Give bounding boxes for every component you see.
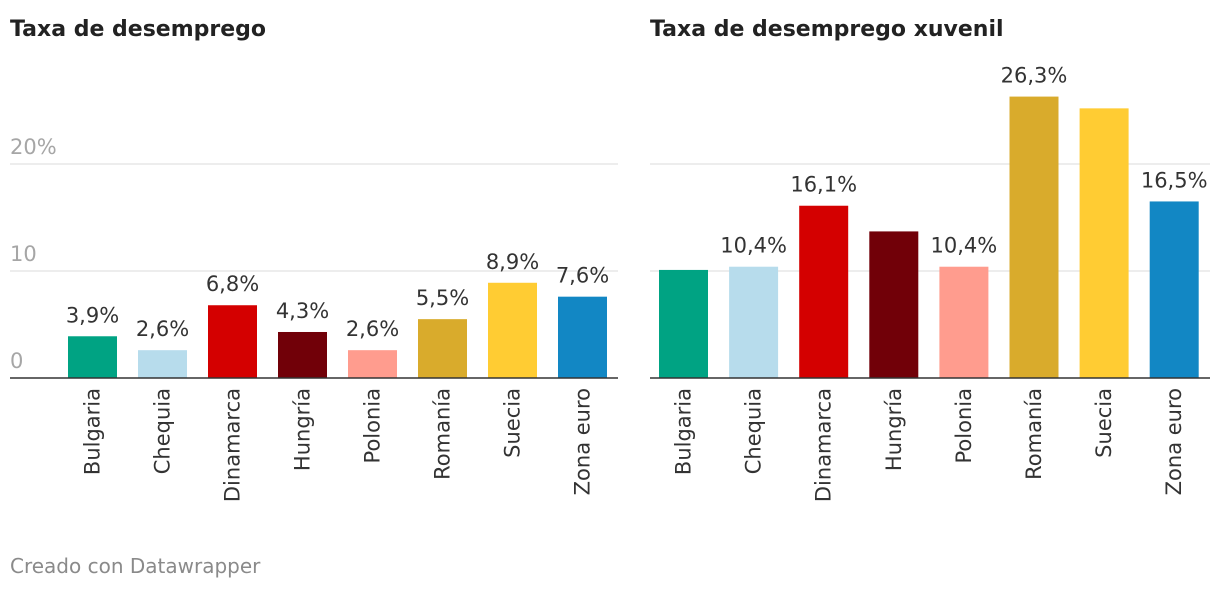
chart2-bar [869,231,919,378]
chart1-value-label: 6,8% [206,272,259,296]
chart2-category-label: Chequia [742,388,766,474]
chart2-value-label: 10,4% [720,234,787,258]
chart2-bar [939,266,989,378]
chart2-value-label: 10,4% [931,234,998,258]
chart2-bar [799,205,849,378]
chart2-bar [659,269,708,378]
chart2-category-label: Polonia [952,388,976,463]
chart1-category-label: Suecia [501,388,525,458]
chart1-bar [278,331,327,378]
chart1-value-label: 8,9% [486,250,539,274]
chart1-value-label: 2,6% [346,317,399,341]
chart1-ytick-label: 0 [10,349,23,373]
chart2-category-label: Dinamarca [812,388,836,502]
chart1-value-label: 2,6% [136,317,189,341]
chart2-value-label: 16,5% [1141,168,1208,192]
chart1-category-label: Dinamarca [221,388,245,502]
chart2-bar [1079,108,1129,379]
chart1-bar [558,296,607,378]
chart2-category-label: Zona euro [1162,388,1186,495]
chart1-category-label: Hungría [291,388,315,471]
chart1-bar [418,319,467,378]
chart2-value-label: 16,1% [790,173,857,197]
chart1-category-label: Chequia [151,388,175,474]
chart1-category-label: Romanía [431,388,455,480]
chart2-category-label: Hungría [882,388,906,471]
chart1-category-label: Zona euro [571,388,595,495]
chart1-bar [138,350,187,378]
chart1-value-label: 4,3% [276,299,329,323]
chart2-category-label: Bulgaria [672,388,696,475]
chart2-category-label: Romanía [1022,388,1046,480]
chart2-bar [729,266,779,378]
chart1-bar [348,350,397,378]
chart2-category-label: Suecia [1092,388,1116,458]
chart1-bar [68,336,117,378]
chart2-value-label: 26,3% [1001,64,1068,88]
chart1-ytick-label: 20% [10,135,57,159]
chart2-bar [1009,96,1059,378]
chart1-category-label: Bulgaria [81,388,105,475]
chart1-ytick-label: 10 [10,242,37,266]
chart1-value-label: 3,9% [66,303,119,327]
chart1-value-label: 7,6% [556,264,609,288]
chart1-category-label: Polonia [361,388,385,463]
chart1-value-label: 5,5% [416,286,469,310]
chart1-title: Taxa de desemprego [10,17,266,42]
chart2-bar [1149,201,1199,378]
chart1-bar [208,305,257,378]
footer-credit: Creado con Datawrapper [10,554,261,578]
chart2-title: Taxa de desemprego xuvenil [650,17,1004,42]
chart1-bar [488,282,537,378]
